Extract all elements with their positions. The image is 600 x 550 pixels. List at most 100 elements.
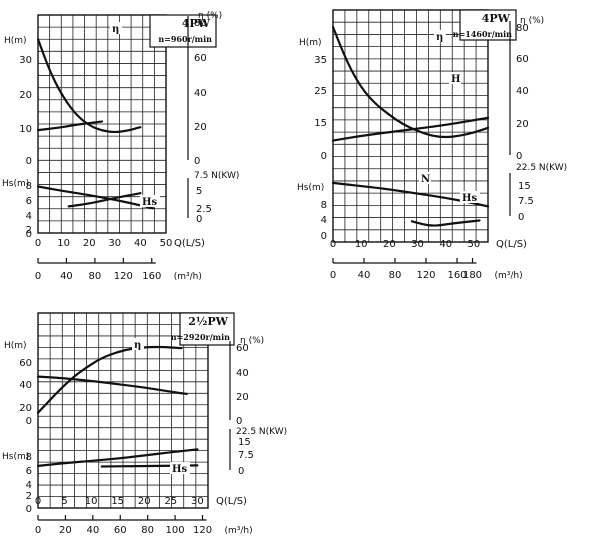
m3h-tick-label: 40 — [86, 525, 99, 536]
eta-tick-label: 0 — [194, 156, 200, 167]
n-axis-label: 22.5 N(KW) — [516, 163, 567, 173]
q-tick-label: 0 — [330, 239, 336, 250]
curve-hs — [67, 192, 142, 208]
curve-name-hs: Hs — [172, 464, 187, 475]
q-tick-label: 20 — [138, 496, 151, 507]
model-label: 2½PW — [188, 315, 228, 328]
eta-tick-label: 60 — [194, 53, 207, 64]
m3h-tick-label: 100 — [166, 525, 185, 536]
h-tick-label: 35 — [314, 55, 327, 66]
model-label-box — [149, 14, 217, 48]
eta-tick-label: 40 — [236, 368, 249, 379]
hs-axis-label: Hs(m) — [2, 452, 29, 462]
hs-tick-label: 8 — [26, 181, 32, 192]
h-tick-label: 20 — [19, 403, 32, 414]
hs-axis-label: Hs(m) — [2, 179, 29, 189]
q-tick-label: 10 — [57, 238, 70, 249]
curve-eta — [36, 38, 142, 134]
n-tick-label: 15 — [518, 181, 531, 192]
model-label-box — [179, 312, 235, 346]
q-tick-label: 25 — [164, 496, 177, 507]
curve-name-hs: Hs — [462, 193, 477, 204]
n-tick-label: 0 — [196, 214, 202, 225]
n-tick-label: 5 — [196, 186, 202, 197]
curve-h — [36, 375, 188, 396]
h-axis-label: H(m) — [4, 36, 27, 46]
curve-name-bg — [434, 30, 446, 42]
hs-tick-label: 6 — [26, 196, 32, 207]
m3h-tick-label: 80 — [89, 271, 102, 282]
hs-tick-label: 2 — [26, 225, 32, 236]
curve-name-bg — [460, 191, 480, 203]
eta-tick-label: 60 — [236, 343, 249, 354]
n-tick-label: 2.5 — [196, 204, 212, 215]
curve-n — [36, 448, 199, 467]
h-tick-label: 0 — [26, 156, 32, 167]
n-axis-label: 22.5 N(KW) — [236, 427, 287, 437]
q-tick-label: 10 — [355, 239, 368, 250]
m3h-tick-label: 160 — [142, 271, 161, 282]
m3h-tick-label: 120 — [114, 271, 133, 282]
m3h-tick-label: 0 — [35, 271, 41, 282]
q-tick-label: 10 — [85, 496, 98, 507]
m3h-tick-label: 40 — [60, 271, 73, 282]
hs-tick-label: 8 — [26, 452, 32, 463]
eta-tick-label: 80 — [194, 18, 207, 29]
m3h-tick-label: 60 — [114, 525, 127, 536]
m3h-tick-label: 80 — [141, 525, 154, 536]
n-axis-label: 7.5 N(KW) — [194, 171, 239, 181]
q-tick-label: 0 — [35, 496, 41, 507]
m3h-axis-label: (m³/h) — [495, 271, 523, 281]
hs-axis-label: Hs(m) — [297, 183, 324, 193]
curve-name-n: N — [421, 174, 430, 185]
n-tick-label: 15 — [238, 437, 251, 448]
eta-tick-label: 40 — [516, 86, 529, 97]
hs-tick-label: 0 — [321, 231, 327, 242]
curve-eta — [36, 345, 183, 414]
m3h-tick-label: 180 — [463, 270, 482, 281]
speed-label: n=1460r/min — [453, 29, 512, 39]
curve-h — [331, 116, 490, 142]
curve-h — [36, 120, 104, 132]
eta-tick-label: 60 — [516, 54, 529, 65]
curve-name-eta: η — [112, 24, 119, 35]
hs-tick-label: 4 — [26, 480, 32, 491]
curve-name-hs: Hs — [142, 197, 157, 208]
curve-name-bg — [170, 462, 190, 474]
q-tick-label: 5 — [61, 496, 67, 507]
m3h-axis-label: (m³/h) — [174, 272, 202, 282]
hs-tick-label: 0 — [26, 229, 32, 240]
h-tick-label: 10 — [19, 124, 32, 135]
q-tick-label: 30 — [108, 238, 121, 249]
chart-frame — [37, 312, 209, 509]
curve-name-eta: η — [134, 340, 141, 351]
eta-tick-label: 40 — [194, 88, 207, 99]
q-axis-label: Q(L/S) — [216, 496, 247, 507]
hs-tick-label: 4 — [321, 215, 327, 226]
hs-tick-label: 2 — [26, 491, 32, 502]
eta-axis-label: η (%) — [520, 16, 544, 26]
h-tick-label: 60 — [19, 358, 32, 369]
n-tick-label: 7.5 — [518, 196, 534, 207]
q-tick-label: 30 — [411, 239, 424, 250]
eta-tick-label: 80 — [516, 23, 529, 34]
m3h-tick-label: 80 — [389, 270, 402, 281]
chart-1: 4PWn=960r/minH(m)3020100Hs(m)86420806040… — [2, 11, 239, 282]
hs-tick-label: 0 — [26, 504, 32, 515]
q-tick-label: 40 — [134, 238, 147, 249]
h-tick-label: 15 — [314, 118, 327, 129]
n-tick-label: 0 — [518, 212, 524, 223]
h-tick-label: 0 — [26, 416, 32, 427]
q-tick-label: 15 — [111, 496, 124, 507]
chart-frame — [37, 14, 167, 234]
hs-tick-label: 6 — [26, 466, 32, 477]
curve-n — [36, 185, 155, 210]
eta-tick-label: 0 — [516, 151, 522, 162]
h-axis-label: H(m) — [4, 341, 27, 351]
model-label: 4PW — [482, 12, 511, 25]
hs-tick-label: 8 — [321, 200, 327, 211]
h-tick-label: 0 — [321, 151, 327, 162]
curve-name-bg — [110, 22, 122, 34]
m3h-tick-label: 20 — [59, 525, 72, 536]
